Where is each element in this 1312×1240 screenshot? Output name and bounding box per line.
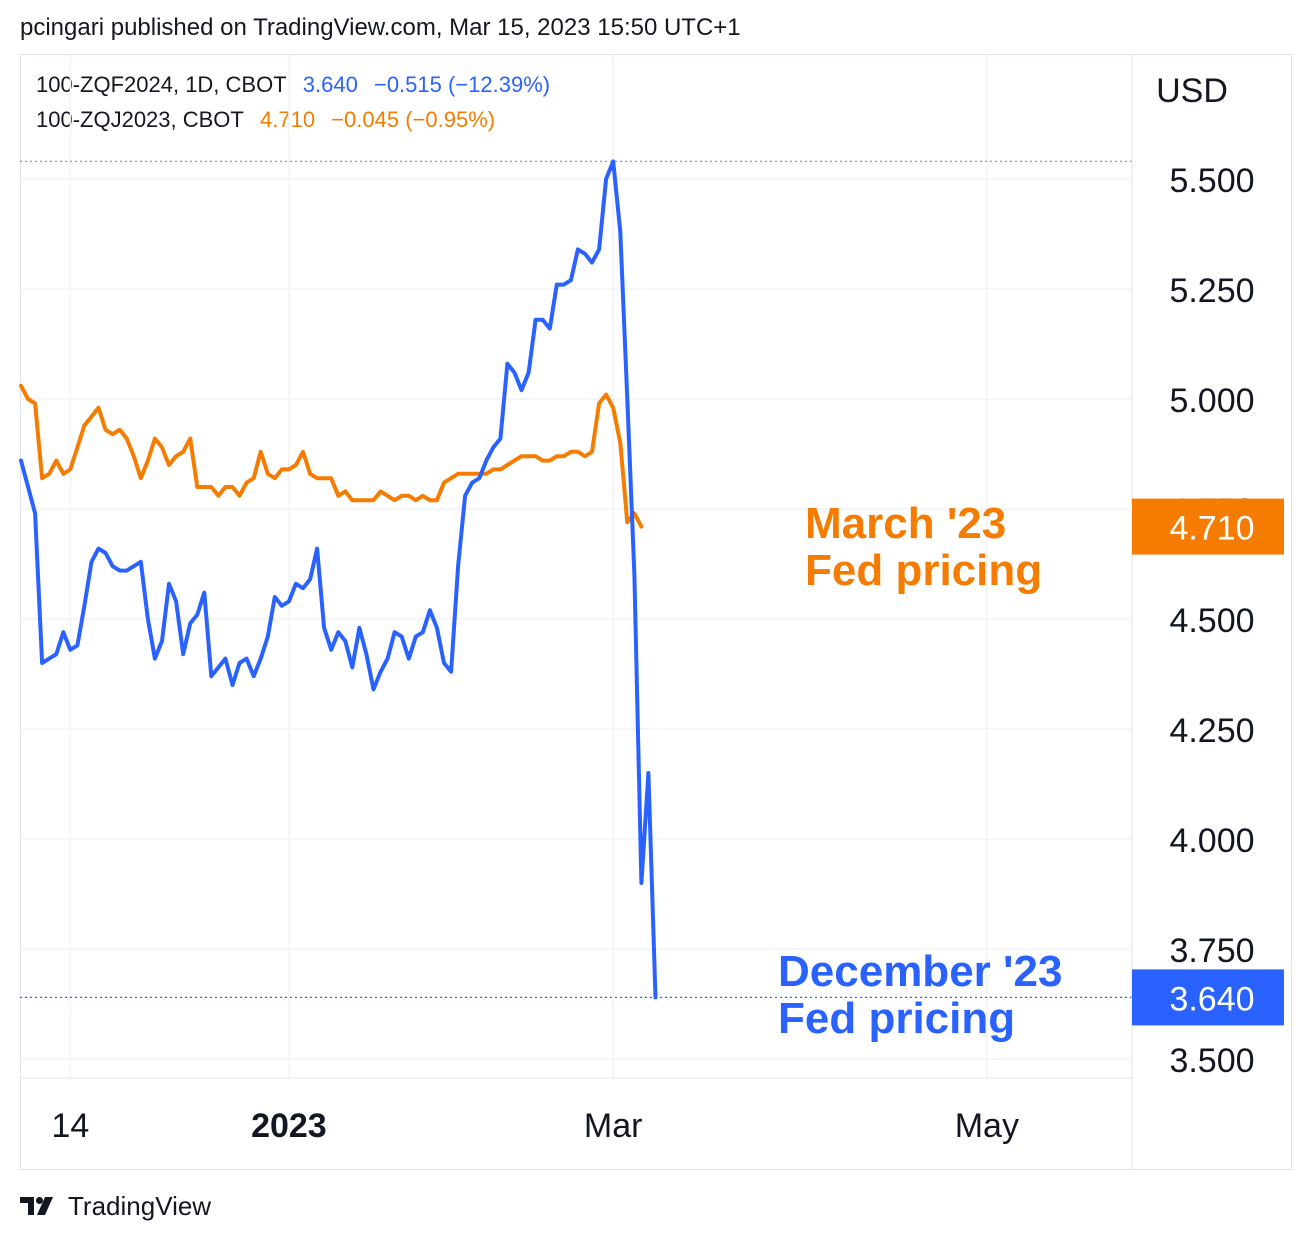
price-badge-label: 3.640 [1169, 980, 1254, 1018]
tradingview-logo-icon [20, 1197, 53, 1215]
x-axis: 14 2023 Mar May [51, 1107, 1019, 1145]
series-lines [19, 159, 658, 1000]
legend-change: −0.045 (−0.95%) [331, 107, 496, 132]
legend-symbol: 100-ZQF2024, 1D, CBOT [36, 72, 287, 97]
y-tick-label: 4.250 [1169, 712, 1254, 750]
annotation-text: Fed pricing [805, 546, 1042, 595]
publisher-line: pcingari published on TradingView.com, M… [20, 14, 741, 41]
grid [20, 55, 1133, 1169]
price-badge-label: 4.710 [1169, 510, 1254, 548]
annotation-text: March '23 [805, 499, 1006, 548]
legend-row-zqf2024[interactable]: 100-ZQF2024, 1D, CBOT 3.640 −0.515 (−12.… [36, 72, 560, 98]
y-axis[interactable]: USD5.5005.2505.0004.7504.5004.2504.0003.… [1132, 72, 1284, 1080]
y-tick-label: 4.000 [1169, 822, 1254, 860]
x-tick-label: 2023 [251, 1107, 327, 1145]
legend-change: −0.515 (−12.39%) [373, 72, 551, 97]
y-tick-label: 5.500 [1169, 162, 1254, 200]
y-tick-label: 5.000 [1169, 382, 1254, 420]
x-tick-label: Mar [584, 1107, 643, 1145]
y-tick-label: 4.500 [1169, 602, 1254, 640]
y-tick-label: 3.500 [1169, 1042, 1254, 1080]
footer: TradingView [20, 1190, 211, 1222]
currency-label: USD [1156, 72, 1228, 110]
annotation-text: Fed pricing [778, 994, 1015, 1043]
x-tick-label: May [955, 1107, 1019, 1145]
annotation-text: December '23 [778, 947, 1062, 996]
legend-last-price: 3.640 [302, 72, 358, 97]
price-badge [1132, 498, 1284, 555]
y-tick-label: 5.250 [1169, 272, 1254, 310]
legend-last-price: 4.710 [260, 107, 316, 132]
y-tick-label: 3.750 [1169, 932, 1254, 970]
series-line [19, 383, 644, 529]
series-line [19, 159, 658, 1000]
x-tick-label: 14 [51, 1107, 89, 1145]
price-badge [1132, 969, 1284, 1026]
chart-frame [20, 54, 1292, 1170]
footer-brand: TradingView [68, 1190, 212, 1221]
